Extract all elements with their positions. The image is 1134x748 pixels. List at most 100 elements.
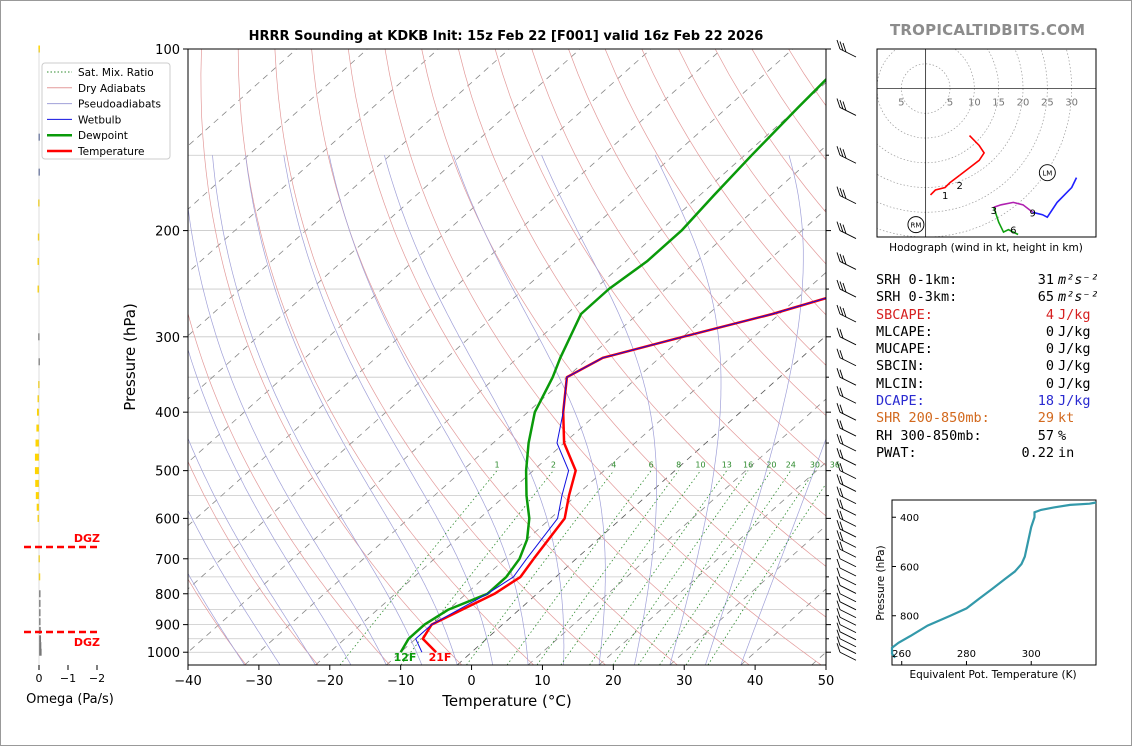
wind-barb [836,186,857,205]
theta-e-y-tick-label: 800 [900,612,919,623]
mixing-ratio-line [589,470,728,665]
hodograph-height-label: 9 [1030,208,1036,219]
y-tick-label: 300 [155,331,180,346]
mixing-ratio-label: 2 [551,461,556,470]
wind-barb [836,304,857,323]
hodograph-segment [993,201,1034,213]
dry-adiabat [641,49,826,316]
skewt-xlabel: Temperature (°C) [441,692,571,710]
dry-adiabat [274,49,606,665]
pseudo-adiabat [654,155,722,665]
stat-row: SRH 0-1km: 31 m²s⁻² [876,272,1116,289]
stat-label: SHR 200-850mb: [876,410,990,427]
stat-value: 0 [1045,358,1054,375]
stat-label: DCAPE: [876,393,925,410]
wind-barb [836,643,857,661]
y-tick-label: 500 [155,465,180,480]
stat-unit: J/kg [1058,323,1091,340]
wind-barb [836,622,857,641]
omega-bar [39,618,41,626]
pseudo-adiabat [283,155,494,665]
stat-unit: kt [1058,410,1075,427]
mixing-ratio-label: 24 [786,461,796,470]
mixing-ratio-line [659,470,792,665]
omega-bar [34,453,39,461]
dry-adiabat [188,578,247,665]
mixing-ratio-line [339,470,498,665]
mixing-ratio-label: 8 [676,461,681,470]
dry-adiabat [237,49,534,665]
wind-barb [836,433,857,452]
skewt-series [399,77,826,654]
theta-e-plot: 260 280 300 400 600 800 Equivalent Pot. Tempe… [875,499,1097,681]
omega-bar [37,514,40,522]
x-tick-label: −30 [245,674,272,689]
wind-barb [836,530,857,548]
y-tick-label: 600 [155,512,180,527]
stat-label: SBCAPE: [876,306,933,323]
omega-bar [37,233,40,241]
y-tick-label: 400 [155,406,180,421]
dewpoint-line [399,77,826,653]
x-tick-label: 30 [676,674,693,689]
x-tick-label: 10 [534,674,551,689]
skewt-ylabel: Pressure (hPa) [121,303,139,411]
omega-bar [39,590,41,598]
stat-value: 0 [1045,341,1054,358]
stat-unit: m²s⁻² [1058,272,1099,288]
stat-row: PWAT: 0.22 in [876,445,1116,462]
stat-value: 65 [1037,289,1054,306]
skewt-grid [188,49,826,665]
dry-adiabat [188,460,319,665]
rm-label: RM [910,222,921,230]
surface-temp-label: 21F [429,651,452,664]
omega-bar [35,479,39,487]
wind-barb [836,509,857,527]
skewt-ticks: −40 −30 −20 −10 0 10 20 30 40 50 100 200 300 400 500 60… [147,43,834,689]
mixing-ratio-line [400,470,554,665]
mixing-ratio-label: 4 [611,461,616,470]
y-tick-label: 200 [155,225,180,240]
y-tick-label: 800 [155,588,180,603]
dry-adiabat [384,49,822,665]
wind-barb [836,98,857,116]
hodograph-segment [929,174,961,196]
stat-row: MLCIN: 0 J/kg [876,376,1116,393]
omega-bar [37,285,40,293]
omega-bar [35,439,39,447]
mixing-ratio-line [536,470,680,665]
hodograph-caption: Hodograph (wind in kt, height in km) [889,242,1083,254]
wind-barb [836,608,857,626]
legend-label: Pseudoadiabats [78,99,161,111]
x-tick-label: 40 [747,674,764,689]
theta-e-xlabel: Equivalent Pot. Temperature (K) [909,669,1076,681]
hodograph-ring-label: 20 [1017,98,1030,109]
hodograph-height-label: 2 [957,181,963,192]
dry-adiabat [604,49,826,366]
mixing-ratio-label: 16 [743,461,753,470]
isotherm-line [386,271,826,665]
hodograph: 5 5 10 15 20 25 30 12 3 6 9 RM LM Hodograph (wind i… [876,48,1097,254]
chart-title: HRRR Sounding at KDKB Init: 15z Feb 22 [… [249,29,764,44]
pseudo-adiabat [384,155,565,665]
isotherm-line [188,49,723,527]
dry-adiabat [311,49,678,665]
dry-adiabat [531,49,826,467]
theta-e-x-tick-label: 280 [957,649,976,660]
wind-barb [836,636,857,654]
stat-label: SBCIN: [876,358,925,375]
isotherm-line [188,49,368,210]
stat-label: RH 300-850mb: [876,427,982,444]
dry-adiabat [494,49,826,517]
stat-label: MUCAPE: [876,341,933,358]
theta-e-y-tick-label: 400 [900,513,919,524]
theta-e-line [890,501,1097,659]
hodograph-height-label: 3 [991,206,997,217]
omega-bar [35,492,39,500]
legend: Sat. Mix. Ratio Dry Adiabats Pseudoadiabat… [41,62,171,160]
hodograph-frame [876,48,1097,238]
theta-e-ylabel: Pressure (hPa) [875,545,887,620]
stat-unit: in [1058,444,1075,461]
isotherm-line [315,208,826,665]
hodograph-ring-label: 30 [1065,98,1078,109]
